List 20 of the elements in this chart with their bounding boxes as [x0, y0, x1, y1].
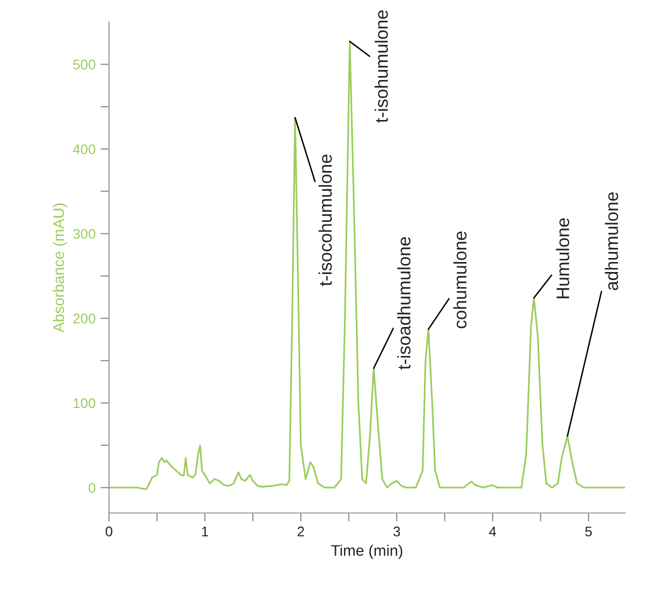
x-tick-label: 3 [393, 526, 400, 536]
x-tick-label: 5 [585, 526, 592, 536]
y-tick-label: 0 [88, 482, 96, 493]
annotation: cohumulone [453, 231, 467, 328]
y-tick-label: 500 [73, 60, 96, 70]
annotation: t-isohumulone [374, 10, 388, 123]
y-tick-label: 300 [73, 228, 96, 239]
annotation: adhumulone [604, 192, 618, 290]
y-tick-label: 200 [73, 314, 96, 324]
y-axis-title: Absorbance (mAU) [52, 203, 68, 332]
annotation: Humulone [556, 218, 570, 298]
x-tick-label: 2 [298, 526, 304, 536]
y-tick-label: 100 [74, 398, 96, 408]
annotation: t-isocohumulone [318, 154, 332, 286]
x-axis-title: Time (min) [331, 544, 402, 559]
y-tick-label: 400 [72, 144, 96, 154]
x-tick-label: 0 [106, 526, 112, 536]
x-tick-label: 4 [489, 526, 496, 536]
annotation: t-isoadhumulone [397, 237, 411, 370]
x-tick-label: 1 [202, 526, 208, 536]
